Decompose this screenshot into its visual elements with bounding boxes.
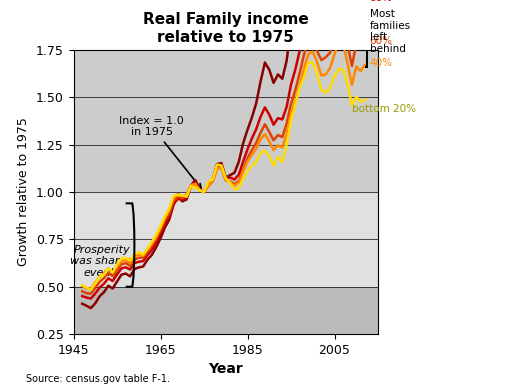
Text: 40%: 40% (369, 58, 392, 68)
Text: Prosperity
was shared
evenly: Prosperity was shared evenly (70, 245, 133, 278)
Text: Source: census.gov table F-1.: Source: census.gov table F-1. (26, 374, 170, 384)
Title: Real Family income
relative to 1975: Real Family income relative to 1975 (143, 12, 309, 45)
Y-axis label: Growth relative to 1975: Growth relative to 1975 (17, 118, 30, 266)
Text: 80%: 80% (369, 0, 392, 3)
Text: bottom 20%: bottom 20% (352, 104, 416, 114)
Bar (74, 50, 378, 192)
X-axis label: Year: Year (208, 362, 243, 376)
Bar (74, 287, 378, 334)
Bar (74, 192, 378, 287)
Text: 60%: 60% (369, 36, 392, 46)
Text: Most
families
left
behind: Most families left behind (370, 9, 411, 54)
Text: Index = 1.0
in 1975: Index = 1.0 in 1975 (119, 116, 201, 189)
